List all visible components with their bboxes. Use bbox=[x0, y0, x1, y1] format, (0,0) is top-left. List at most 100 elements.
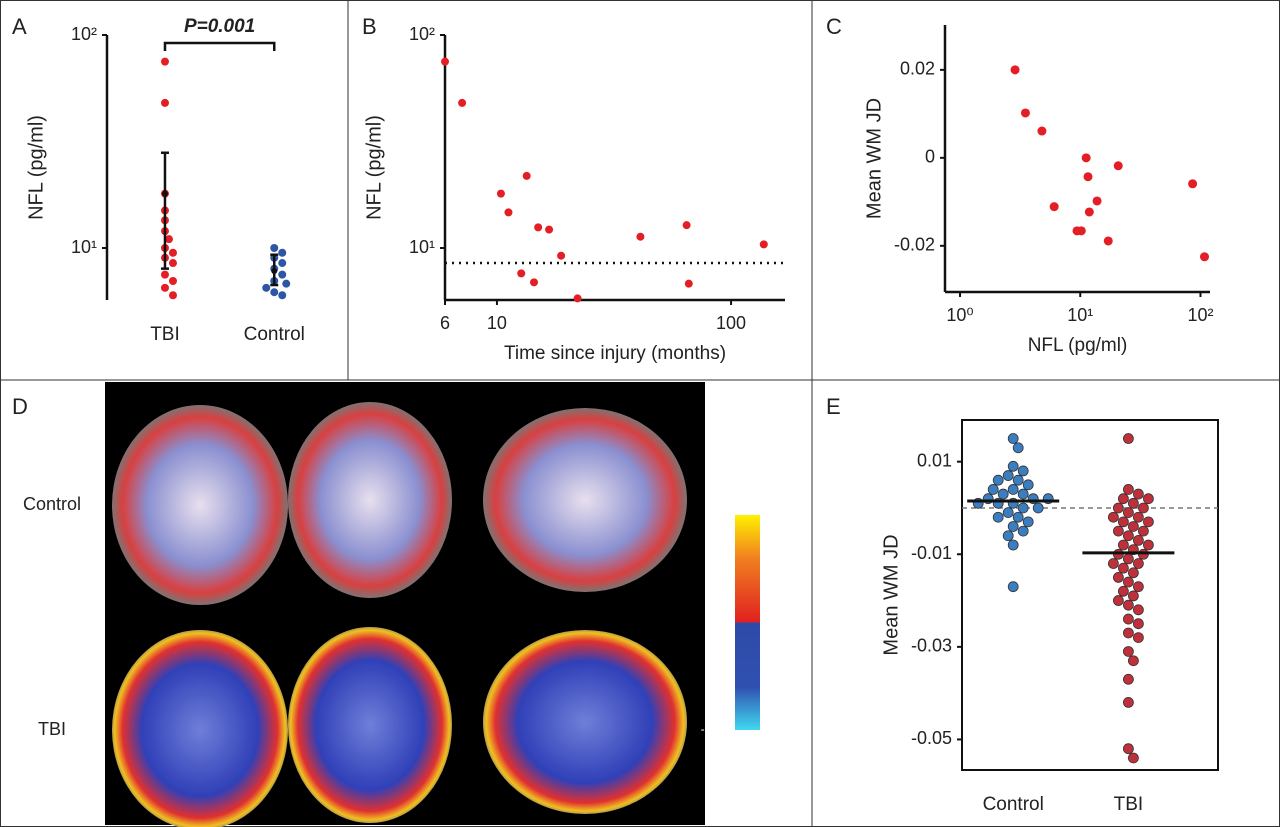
y-tick-label: 10¹ bbox=[71, 237, 97, 257]
point bbox=[1123, 576, 1134, 588]
x-tick-label: 10 bbox=[487, 313, 507, 333]
point bbox=[534, 223, 543, 232]
panel-label: B bbox=[362, 14, 377, 39]
point bbox=[1108, 511, 1119, 523]
point bbox=[278, 259, 287, 268]
bracket bbox=[163, 41, 276, 51]
point bbox=[1118, 585, 1129, 597]
row-label: Control bbox=[23, 494, 81, 514]
point bbox=[1133, 618, 1144, 630]
colorbar-tick-label: 0 bbox=[721, 615, 728, 629]
point bbox=[1037, 126, 1047, 136]
y-tick-label: 0.01 bbox=[917, 450, 952, 470]
colorbar-tick-label: 0.03 bbox=[705, 507, 729, 521]
point bbox=[1133, 632, 1144, 643]
annotation: P=0.001 bbox=[184, 16, 255, 37]
point bbox=[1017, 525, 1029, 537]
y-tick-label: 0.02 bbox=[900, 59, 935, 79]
point bbox=[682, 221, 691, 230]
point bbox=[1002, 530, 1014, 542]
point bbox=[1076, 226, 1086, 236]
y-axis-label: Mean WM JD bbox=[880, 534, 902, 655]
point bbox=[1123, 673, 1134, 685]
point bbox=[1007, 521, 1019, 532]
x-tick-label: TBI bbox=[150, 324, 180, 345]
x-tick-label: 100 bbox=[716, 313, 746, 333]
row-label: TBI bbox=[38, 719, 66, 739]
brain-image bbox=[483, 630, 687, 814]
point bbox=[1012, 442, 1024, 454]
point bbox=[1113, 502, 1124, 514]
point bbox=[168, 259, 177, 268]
point bbox=[1017, 465, 1029, 477]
point bbox=[1007, 539, 1019, 551]
point bbox=[1133, 511, 1144, 523]
point bbox=[1123, 743, 1134, 755]
y-tick-label: 10² bbox=[71, 24, 97, 44]
point bbox=[1007, 460, 1019, 472]
y-tick-label: 0 bbox=[925, 147, 935, 167]
point bbox=[1092, 196, 1102, 206]
point bbox=[1108, 558, 1119, 569]
point bbox=[1123, 530, 1134, 542]
point bbox=[1123, 599, 1134, 611]
point bbox=[496, 189, 505, 198]
point bbox=[1123, 484, 1134, 495]
point bbox=[1007, 484, 1019, 495]
point bbox=[458, 98, 467, 107]
point bbox=[1113, 595, 1124, 606]
point bbox=[1012, 511, 1024, 523]
plot-frame bbox=[961, 419, 1219, 771]
point bbox=[278, 248, 287, 257]
point bbox=[997, 488, 1009, 500]
y-tick-label: -0.05 bbox=[911, 728, 952, 748]
point bbox=[530, 278, 539, 287]
point bbox=[992, 474, 1004, 486]
point bbox=[1123, 507, 1134, 518]
point bbox=[270, 244, 279, 253]
point bbox=[1007, 581, 1019, 593]
point bbox=[168, 276, 177, 285]
point bbox=[164, 235, 173, 244]
x-axis-label: NFL (pg/ml) bbox=[1028, 335, 1128, 356]
point bbox=[441, 57, 449, 66]
point bbox=[759, 240, 768, 249]
point bbox=[1123, 613, 1134, 625]
y-tick-label: -0.01 bbox=[911, 543, 952, 563]
point bbox=[992, 511, 1004, 523]
point bbox=[1017, 488, 1029, 500]
point bbox=[522, 171, 531, 180]
point bbox=[1133, 581, 1144, 593]
x-tick-label: Control bbox=[244, 324, 305, 345]
x-tick-label: Control bbox=[983, 794, 1044, 815]
point bbox=[1118, 493, 1129, 505]
point bbox=[1143, 539, 1154, 551]
point bbox=[1123, 553, 1134, 565]
point bbox=[1128, 521, 1139, 532]
point bbox=[1083, 172, 1093, 182]
point bbox=[1128, 752, 1139, 764]
point bbox=[1022, 479, 1034, 491]
point bbox=[1133, 558, 1144, 569]
brain-image bbox=[288, 402, 452, 598]
point bbox=[1123, 433, 1134, 444]
center-mark bbox=[271, 267, 278, 274]
point bbox=[545, 225, 554, 234]
point bbox=[1081, 153, 1091, 163]
y-axis-label: Mean WM JD bbox=[863, 98, 885, 219]
point bbox=[1138, 525, 1149, 537]
point bbox=[1138, 502, 1149, 514]
point bbox=[1113, 161, 1123, 171]
y-axis-label: NFL (pg/ml) bbox=[363, 115, 385, 220]
point bbox=[168, 291, 177, 300]
colorbar bbox=[735, 515, 760, 730]
point bbox=[1020, 108, 1030, 118]
brain-image bbox=[288, 627, 452, 823]
point bbox=[504, 208, 513, 217]
point bbox=[262, 283, 271, 292]
point bbox=[1113, 525, 1124, 537]
point bbox=[1128, 567, 1139, 579]
point bbox=[160, 270, 169, 279]
point bbox=[1118, 539, 1129, 551]
point bbox=[1133, 488, 1144, 500]
